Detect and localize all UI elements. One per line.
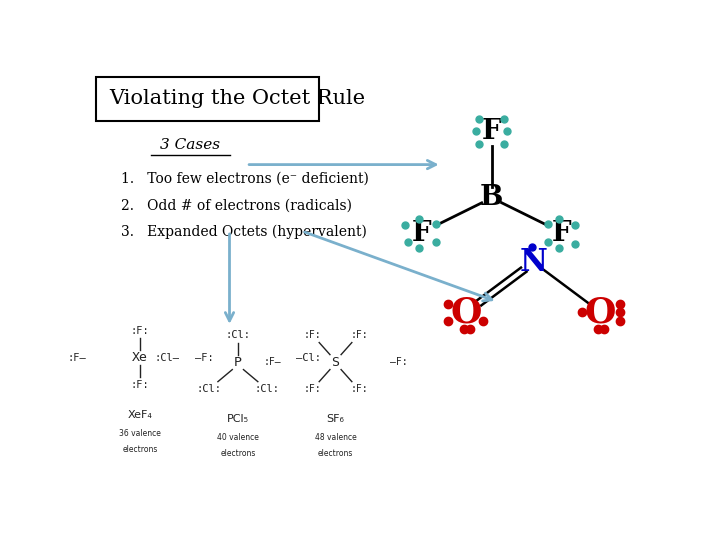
Text: 40 valence: 40 valence bbox=[217, 433, 258, 442]
Text: :F:: :F: bbox=[351, 330, 368, 340]
Text: 1.   Too few electrons (e⁻ deficient): 1. Too few electrons (e⁻ deficient) bbox=[121, 171, 369, 185]
Text: —F:: —F: bbox=[194, 353, 213, 363]
Text: O: O bbox=[451, 295, 482, 329]
Text: :F:: :F: bbox=[131, 380, 150, 390]
Text: :F—: :F— bbox=[264, 357, 281, 367]
Text: electrons: electrons bbox=[122, 446, 158, 454]
Text: Xe: Xe bbox=[132, 352, 148, 365]
Text: :Cl—: :Cl— bbox=[155, 353, 180, 363]
Text: 48 valence: 48 valence bbox=[315, 433, 356, 442]
Text: :F:: :F: bbox=[131, 326, 150, 336]
Text: —F:: —F: bbox=[390, 357, 408, 367]
Text: :Cl:: :Cl: bbox=[225, 330, 251, 340]
Text: F: F bbox=[412, 220, 432, 247]
Text: XeF₄: XeF₄ bbox=[127, 410, 153, 420]
Text: F: F bbox=[482, 118, 502, 145]
Text: N: N bbox=[520, 247, 547, 278]
Text: 36 valence: 36 valence bbox=[120, 429, 161, 438]
Text: 3.   Expanded Octets (hypervalent): 3. Expanded Octets (hypervalent) bbox=[121, 225, 366, 239]
Text: :Cl:: :Cl: bbox=[197, 384, 221, 394]
Text: —Cl:: —Cl: bbox=[296, 353, 321, 363]
Text: O: O bbox=[585, 295, 616, 329]
Text: PCl₅: PCl₅ bbox=[227, 414, 249, 424]
Text: Violating the Octet Rule: Violating the Octet Rule bbox=[109, 90, 366, 109]
Text: :F:: :F: bbox=[351, 384, 368, 394]
Text: 2.   Odd # of electrons (radicals): 2. Odd # of electrons (radicals) bbox=[121, 198, 351, 212]
Text: :Cl:: :Cl: bbox=[254, 384, 279, 394]
Text: P: P bbox=[234, 356, 242, 369]
Text: 3 Cases: 3 Cases bbox=[161, 138, 220, 152]
Text: SF₆: SF₆ bbox=[327, 414, 344, 424]
Text: :F—: :F— bbox=[67, 353, 86, 363]
Text: :F:: :F: bbox=[303, 384, 320, 394]
Text: S: S bbox=[331, 356, 340, 369]
Text: electrons: electrons bbox=[318, 449, 354, 458]
Text: F: F bbox=[552, 220, 572, 247]
Text: :F:: :F: bbox=[303, 330, 320, 340]
Text: B: B bbox=[480, 184, 503, 211]
Text: electrons: electrons bbox=[220, 449, 256, 458]
